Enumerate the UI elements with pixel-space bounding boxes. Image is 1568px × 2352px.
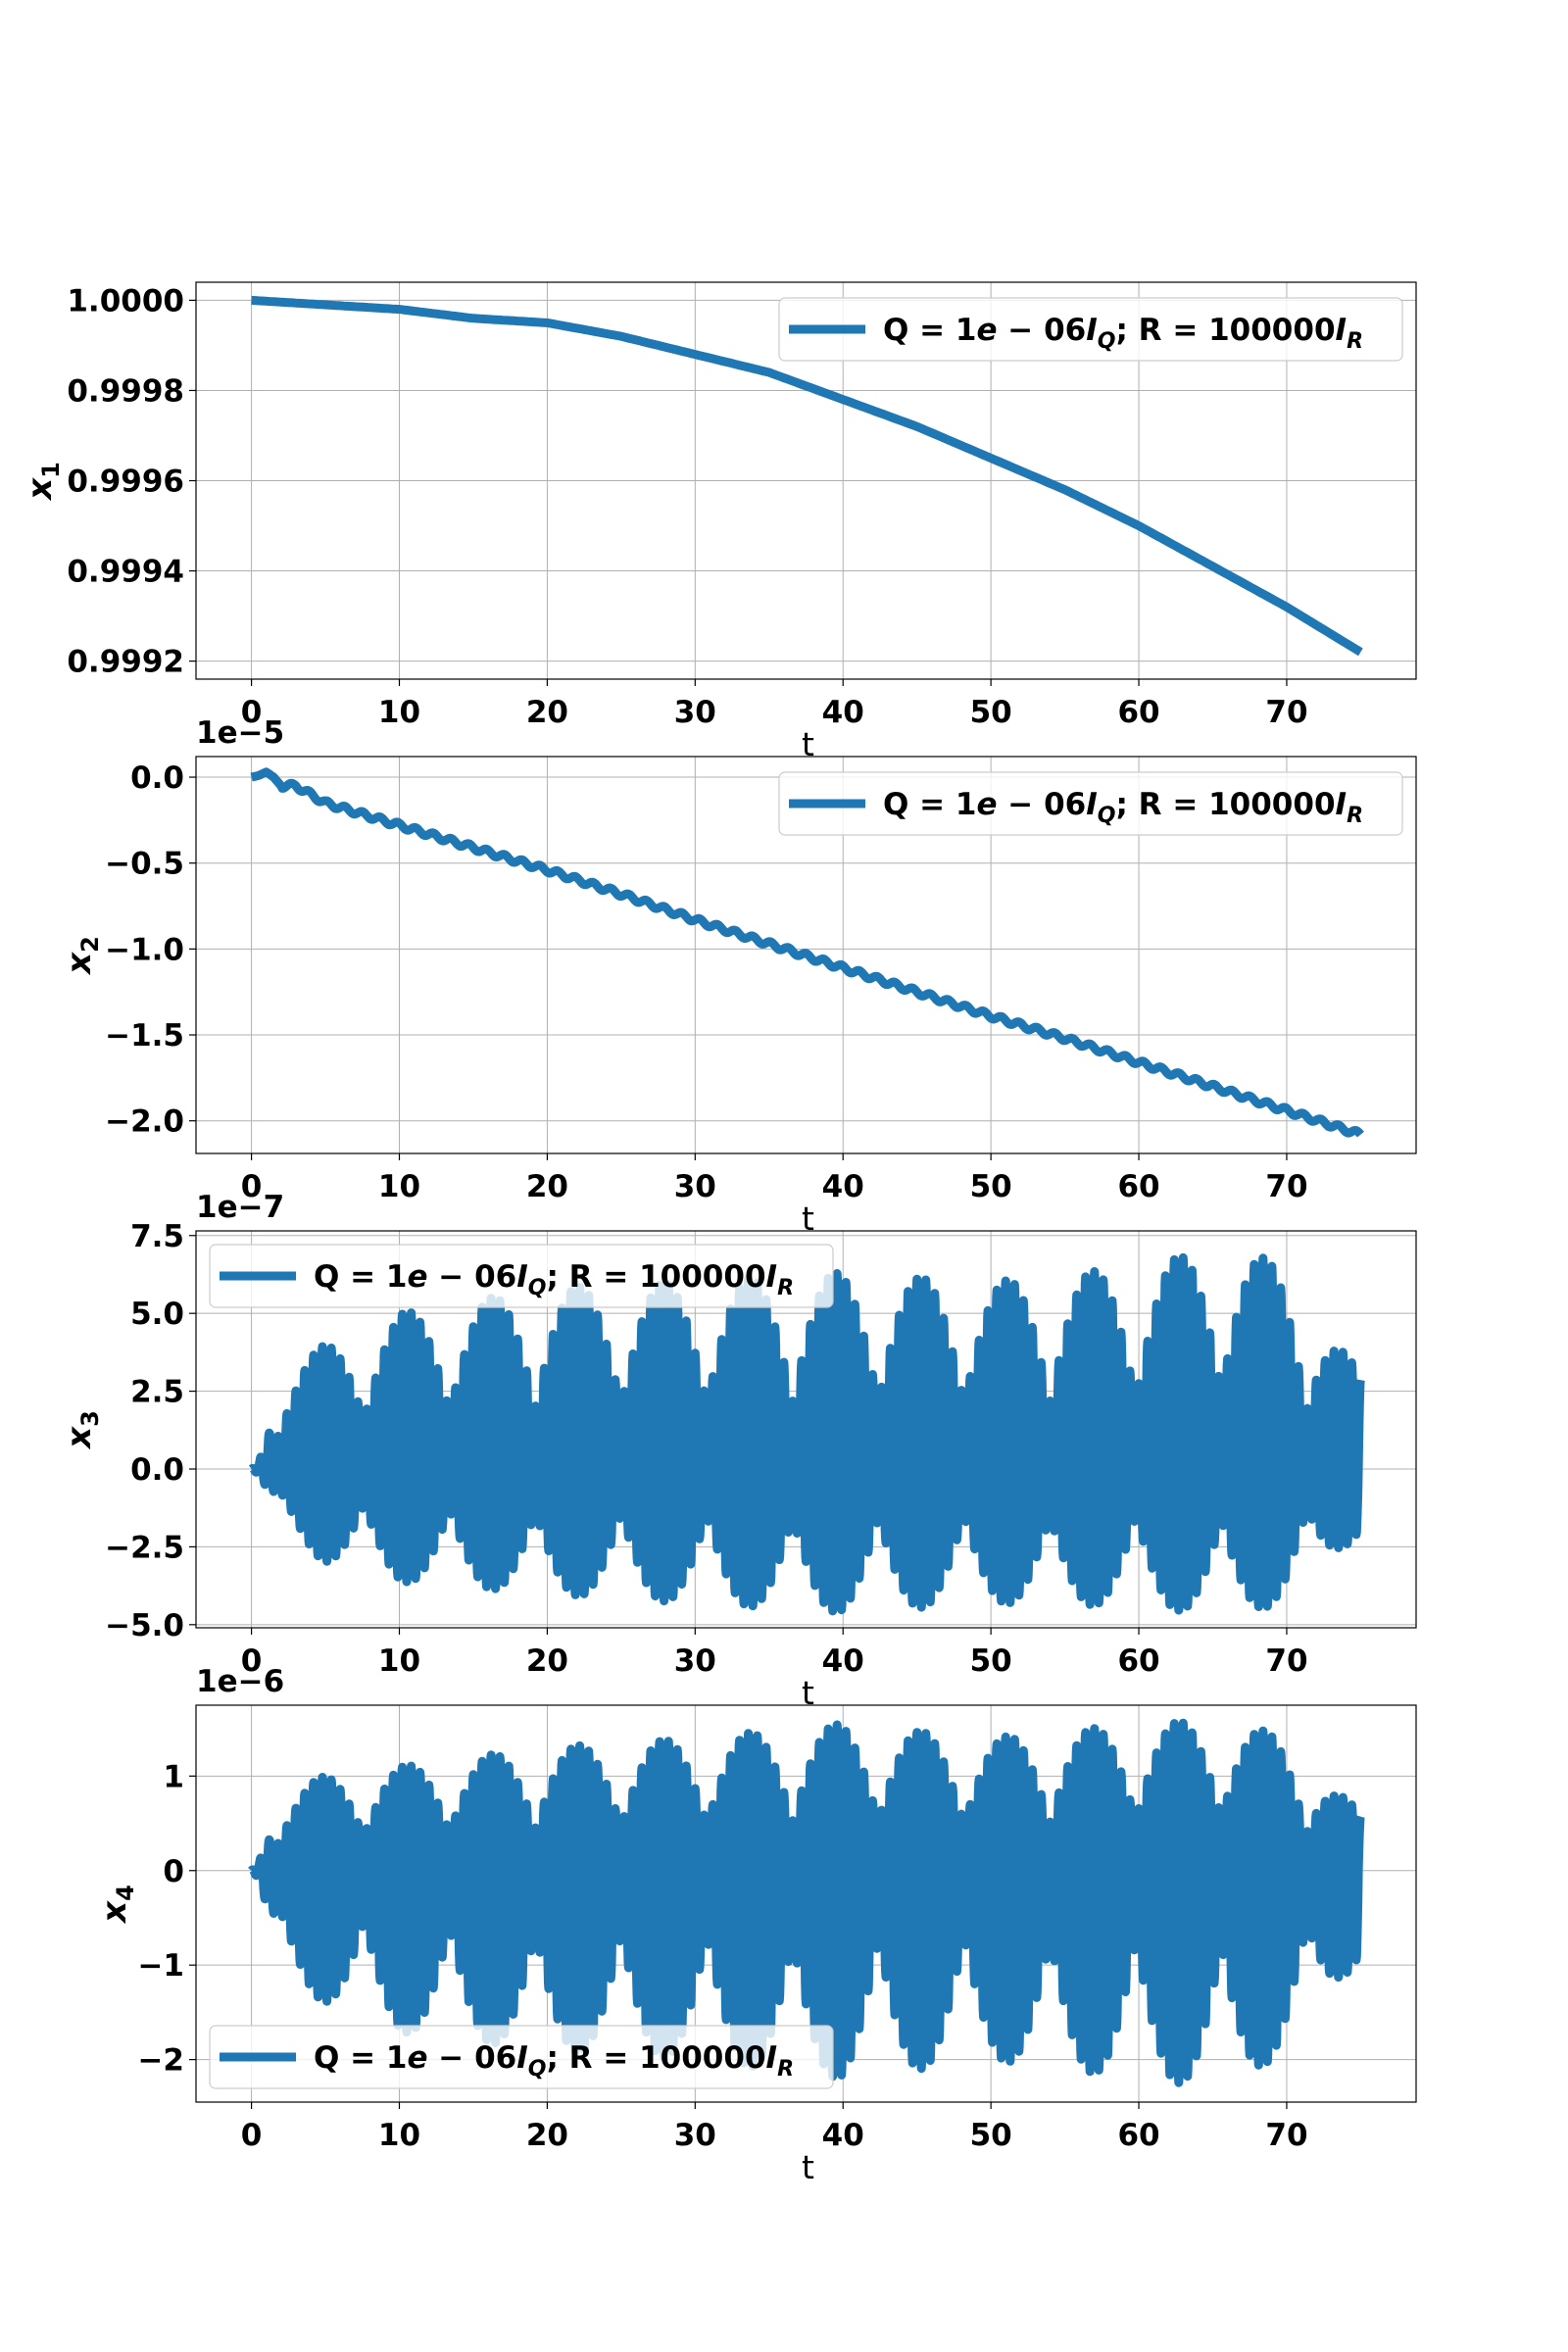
x-axis-title: t (802, 2148, 814, 2186)
x-tick-label: 50 (970, 1169, 1012, 1204)
x-tick-label: 20 (526, 1169, 568, 1204)
y-tick-label: 0.0 (130, 760, 184, 796)
legend-label: Q = 1e − 06IQ; R = 100000IR (314, 1259, 794, 1300)
x-tick-label: 60 (1117, 695, 1159, 730)
x-tick-label: 10 (378, 1169, 420, 1204)
y-axis-title: x2 (60, 936, 104, 976)
x-tick-label: 40 (822, 1169, 864, 1204)
legend-label: Q = 1e − 06IQ; R = 100000IR (883, 313, 1363, 354)
x-tick-label: 60 (1117, 1643, 1159, 1679)
x-tick-label: 40 (822, 695, 864, 730)
y-tick-label: −0.5 (105, 847, 184, 882)
legend: Q = 1e − 06IQ; R = 100000IR (778, 771, 1403, 836)
y-axis-title: x1 (21, 462, 65, 502)
y-tick-label: 0.0 (130, 1452, 184, 1488)
y-tick-label: 0 (163, 1854, 184, 1889)
series-line-x1 (250, 295, 1363, 657)
y-tick-label: 1.0000 (67, 283, 184, 318)
legend-box (778, 771, 1403, 836)
x-tick-label: 70 (1265, 1169, 1307, 1204)
x-tick-label: 40 (822, 1643, 864, 1679)
x-axis-title: t (802, 1200, 814, 1238)
y-tick-label: 5.0 (130, 1297, 184, 1332)
y-tick-label: −2 (137, 2043, 184, 2079)
legend-box (209, 2025, 834, 2089)
y-tick-label: 0.9992 (67, 645, 184, 680)
legend: Q = 1e − 06IQ; R = 100000IR (209, 1244, 834, 1308)
y-tick-label: −1 (137, 1948, 184, 1984)
y-tick-label: −2.0 (105, 1104, 184, 1140)
y-offset-label: 1e−7 (196, 1190, 284, 1225)
x-axis-title: t (802, 725, 814, 763)
subplot-3: 0 10 20 30 40 50 60 70 −5.0 −2.5 0.0 2.5 5.0 7.5 t x3 1e… (60, 1190, 1417, 1712)
x-tick-label: 20 (526, 695, 568, 730)
series-line-x4 (247, 1718, 1365, 2087)
legend-box (778, 297, 1403, 362)
series-line-x2 (248, 767, 1364, 1138)
x-tick-label: 10 (378, 695, 420, 730)
y-tick-label: −5.0 (105, 1608, 184, 1643)
y-tick-label: 7.5 (130, 1219, 184, 1254)
x-tick-label: 0 (241, 2118, 263, 2153)
x-tick-label: 50 (970, 695, 1012, 730)
x-tick-label: 10 (378, 2118, 420, 2153)
x-tick-label: 0 (241, 695, 263, 730)
legend-label: Q = 1e − 06IQ; R = 100000IR (883, 787, 1363, 828)
y-offset-label: 1e−6 (196, 1664, 284, 1699)
legend-label: Q = 1e − 06IQ; R = 100000IR (314, 2040, 794, 2082)
x-tick-label: 30 (674, 1643, 716, 1679)
y-tick-label: −1.5 (105, 1018, 184, 1054)
x-tick-label: 70 (1265, 695, 1307, 730)
y-tick-label: −1.0 (105, 932, 184, 967)
x-tick-label: 0 (241, 1169, 263, 1204)
x-tick-label: 50 (970, 2118, 1012, 2153)
axes-frame (195, 756, 1417, 1154)
subplot-4: 0 10 20 30 40 50 60 70 −2 −1 0 1 t x4 1e−6 Q = 1e − 06I… (95, 1664, 1417, 2186)
x-tick-label: 30 (674, 1169, 716, 1204)
y-tick-label: 2.5 (130, 1375, 184, 1410)
y-tick-label: 0.9998 (67, 373, 184, 409)
x-tick-label: 20 (526, 2118, 568, 2153)
y-tick-label: 1 (163, 1759, 184, 1794)
y-tick-label: 0.9996 (67, 465, 184, 500)
x-tick-label: 20 (526, 1643, 568, 1679)
x-axis-title: t (802, 1674, 814, 1712)
y-tick-label: 0.9994 (67, 555, 184, 590)
subplot-2: 0 10 20 30 40 50 60 70 −2.0 −1.5 −1.0 −0.5 0.0 t x2 1e−… (60, 715, 1417, 1238)
subplot-1: 0 10 20 30 40 50 60 70 0.9992 0.9994 0.9996 0.9998 1… (21, 281, 1417, 763)
axes-frame (195, 1230, 1417, 1629)
x-tick-label: 30 (674, 2118, 716, 2153)
x-tick-label: 70 (1265, 1643, 1307, 1679)
x-tick-label: 60 (1117, 2118, 1159, 2153)
legend-box (209, 1244, 834, 1308)
x-tick-label: 40 (822, 2118, 864, 2153)
y-axis-title: x3 (60, 1410, 104, 1450)
series-line-x3 (247, 1252, 1365, 1616)
legend: Q = 1e − 06IQ; R = 100000IR (209, 2025, 834, 2089)
x-tick-label: 50 (970, 1643, 1012, 1679)
x-tick-label: 70 (1265, 2118, 1307, 2153)
x-tick-label: 60 (1117, 1169, 1159, 1204)
y-offset-label: 1e−5 (196, 715, 284, 751)
x-tick-label: 30 (674, 695, 716, 730)
y-axis-title: x4 (95, 1885, 139, 1925)
legend: Q = 1e − 06IQ; R = 100000IR (778, 297, 1403, 362)
x-tick-label: 0 (241, 1643, 263, 1679)
x-tick-label: 10 (378, 1643, 420, 1679)
axes-frame (195, 1704, 1417, 2103)
y-tick-label: −2.5 (105, 1530, 184, 1565)
